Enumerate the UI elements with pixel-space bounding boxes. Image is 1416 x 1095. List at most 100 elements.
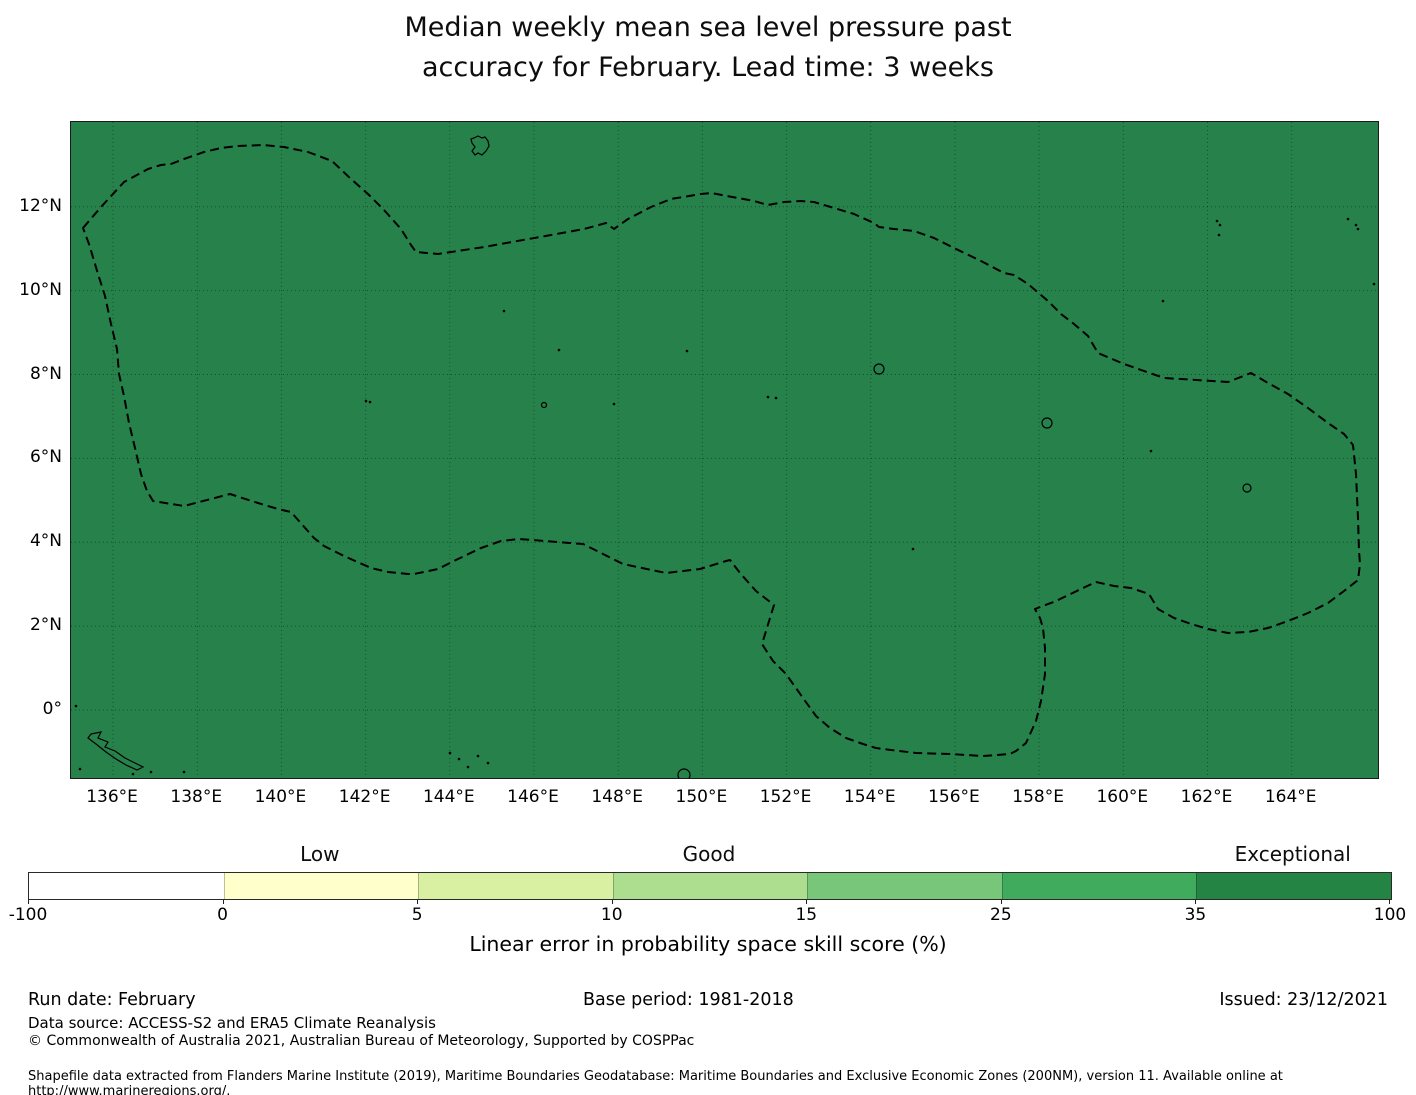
island-speck [368,400,372,404]
shapefile-attribution-text: Shapefile data extracted from Flanders M… [28,1069,1283,1095]
lon-tick-label: 156°E [928,787,980,807]
colorbar-tick-label: -100 [8,905,48,925]
island-speck [182,770,186,774]
lon-tick-label: 138°E [170,787,223,807]
island-speck [1161,299,1165,303]
atoll-ring [873,363,885,375]
island-speck [685,349,689,353]
colorbar-tickmark [28,899,29,904]
island-speck [1356,227,1360,231]
colorbar-category-labels: Low Good Exceptional [28,841,1390,869]
colorbar-tick-label: 5 [411,905,423,925]
island-speck [1149,449,1153,453]
colorbar-tick-label: 10 [600,905,623,925]
base-period-text: Base period: 1981-2018 [583,990,794,1010]
island-archipelago-outline [87,731,145,771]
atoll-ring [540,401,548,409]
lon-tick-label: 164°E [1264,787,1317,807]
lon-tick-label: 154°E [843,787,896,807]
island-speck [766,395,770,399]
island-speck [1346,217,1350,221]
island-speck [774,396,778,400]
run-date-text: Run date: February [28,990,196,1010]
colorbar-segment [1196,873,1391,899]
island-speck [448,751,452,755]
colorbar-segment [223,873,419,899]
island-speck [131,772,135,776]
island-speck [502,309,506,313]
island-speck [486,761,490,765]
lat-tick-label: 10°N [19,279,62,300]
data-source-text: Data source: ACCESS-S2 and ERA5 Climate … [28,1014,436,1032]
atoll-ring [677,768,691,778]
colorbar-axis-label: Linear error in probability space skill … [469,932,947,956]
lat-tick-label: 4°N [29,531,62,552]
colorbar-tick-label: 15 [795,905,818,925]
island-speck [78,767,82,771]
island-speck [364,399,368,403]
lon-tick-label: 140°E [254,787,307,807]
lon-tick-label: 146°E [507,787,559,807]
island-speck [1217,233,1221,237]
colorbar-tickmark [222,899,224,904]
island-speck [1354,223,1358,227]
colorbar-tick-label: 0 [217,905,228,925]
eez-boundary-path [82,144,1361,757]
island-speck [1372,282,1376,286]
lat-tick-label: 0° [42,699,62,720]
lon-tick-label: 136°E [86,787,138,807]
lon-tick-label: 160°E [1096,787,1149,807]
colorbar-segment [1001,873,1197,899]
colorbar-tick-label: 35 [1184,905,1207,925]
lon-tick-label: 142°E [338,787,391,807]
island-speck [74,704,78,708]
colorbar [28,872,1392,900]
colorbar-segment [418,873,613,899]
colorbar-tickmark [1195,899,1197,904]
lon-tick-label: 148°E [591,787,644,807]
lon-tick-label: 144°E [422,787,475,807]
colorbar-tickmark [806,899,808,904]
island-guam-outline [470,135,490,156]
issued-date-text: Issued: 23/12/2021 [1219,990,1388,1010]
chart-title-line-1: Median weekly mean sea level pressure pa… [404,12,1012,43]
lon-tick-label: 152°E [759,787,812,807]
lon-tick-label: 158°E [1012,787,1064,807]
colorbar-category-low: Low [300,842,340,866]
island-speck [457,757,461,761]
colorbar-tickmark [417,899,419,904]
island-speck [476,754,480,758]
colorbar-category-good: Good [682,842,736,866]
lon-tick-label: 162°E [1180,787,1233,807]
island-speck [911,547,915,551]
lat-tick-label: 8°N [29,363,62,384]
colorbar-category-exceptional: Exceptional [1234,842,1351,866]
map-svg [71,122,1378,778]
island-speck [1215,219,1219,223]
colorbar-tickmark [1389,899,1390,904]
map-plot-area [70,121,1379,779]
island-speck [612,402,616,406]
island-speck [149,770,153,774]
atoll-ring [1041,417,1053,429]
lon-tick-label: 150°E [675,787,728,807]
island-speck [1218,223,1222,227]
island-speck [557,348,561,352]
lat-tick-label: 6°N [29,447,62,468]
colorbar-tick-label: 100 [1373,905,1407,925]
copyright-text: © Commonwealth of Australia 2021, Austra… [28,1033,695,1049]
island-speck [466,765,470,769]
colorbar-segment [29,873,224,899]
colorbar-tick-label: 25 [990,905,1012,925]
latitude-axis: 0° 2°N 4°N 6°N 8°N 10°N 12°N [0,121,62,777]
colorbar-segment [612,873,808,899]
colorbar-segment [807,873,1002,899]
chart-title-line-2: accuracy for February. Lead time: 3 week… [422,52,994,83]
colorbar-tickmark [1000,899,1002,904]
atoll-ring [1242,483,1252,493]
colorbar-tickmark [611,899,613,904]
lat-tick-label: 12°N [19,195,62,216]
longitude-axis: 136°E 138°E 140°E 142°E 144°E 146°E 148°E 150°E… [70,786,1377,810]
lat-tick-label: 2°N [29,615,62,636]
